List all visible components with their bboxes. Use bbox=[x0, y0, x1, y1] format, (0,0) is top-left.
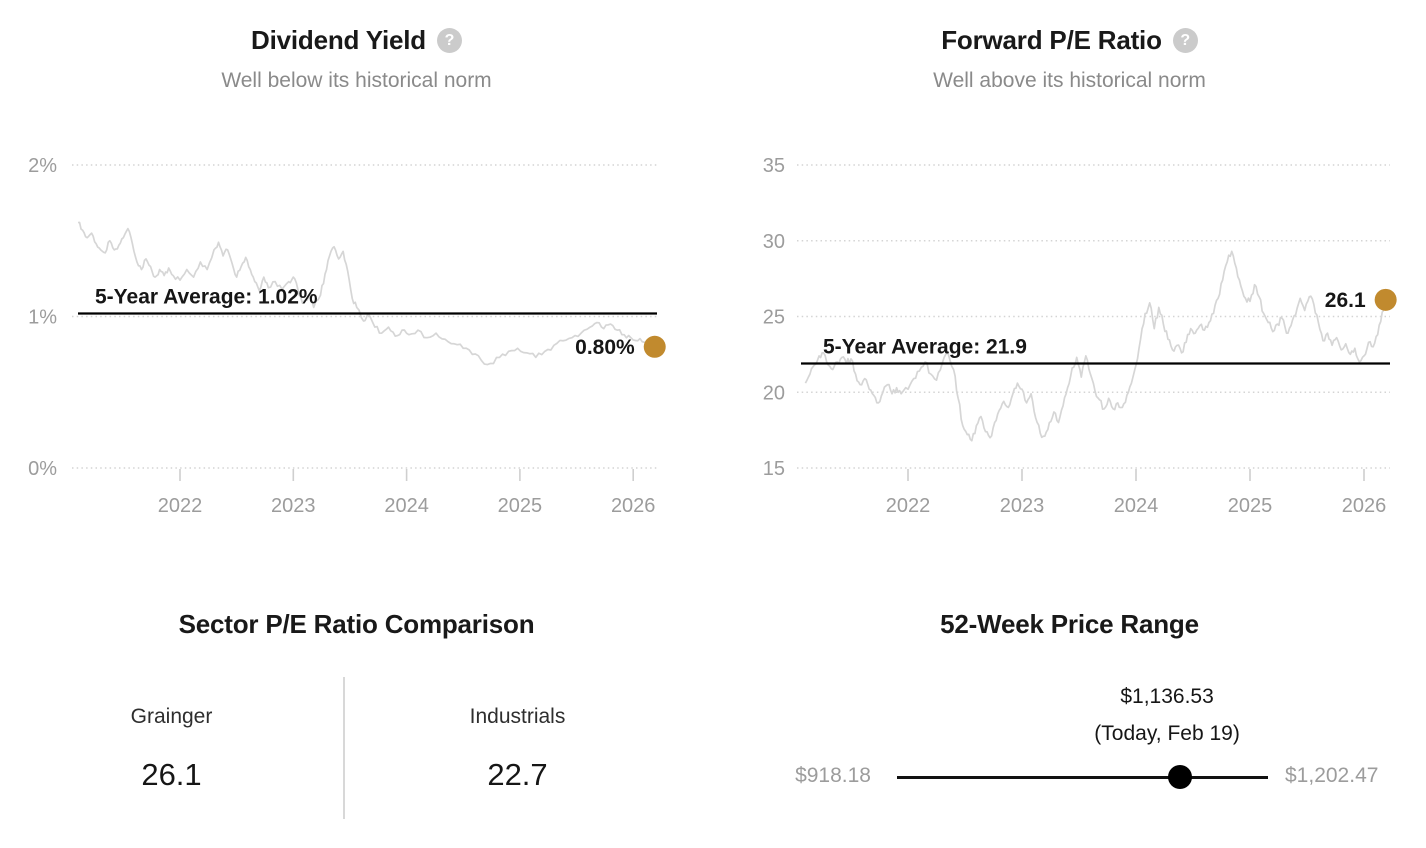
price-range-panel: 52-Week Price Range $1,136.53 (Today, Fe… bbox=[713, 565, 1426, 848]
y-axis-label: 2% bbox=[28, 155, 57, 177]
y-axis-label: 20 bbox=[763, 382, 785, 404]
x-axis-label: 2026 bbox=[611, 495, 656, 517]
dividend-yield-header: Dividend Yield ? bbox=[0, 25, 713, 56]
dividend-yield-chart[interactable]: 2% 1% 0% 2022 2023 2024 2025 2026 5-Year Average… bbox=[0, 130, 713, 550]
help-icon[interactable]: ? bbox=[1172, 28, 1198, 53]
x-axis-label: 2022 bbox=[158, 495, 203, 517]
current-price: $1,136.53 bbox=[1120, 685, 1214, 708]
dividend-yield-panel: Dividend Yield ? Well below its historic… bbox=[0, 0, 713, 565]
sector-pe-value: 22.7 bbox=[487, 757, 548, 792]
x-axis-label: 2025 bbox=[498, 495, 543, 517]
company-label: Grainger bbox=[130, 705, 213, 728]
dividend-yield-title: Dividend Yield bbox=[251, 25, 426, 55]
y-axis-label: 15 bbox=[763, 458, 785, 480]
average-label: 5-Year Average: 1.02% bbox=[95, 285, 318, 308]
current-price-dot bbox=[1168, 765, 1193, 789]
forward-pe-panel: Forward P/E Ratio ? Well above its histo… bbox=[713, 0, 1426, 565]
column-divider bbox=[343, 677, 345, 819]
average-label: 5-Year Average: 21.9 bbox=[823, 335, 1027, 358]
sector-pe-comparison-panel: Sector P/E Ratio Comparison Grainger 26.… bbox=[0, 565, 713, 848]
forward-pe-chart[interactable]: 35 30 25 20 15 2022 2023 2024 2025 2026 5-Year Ave… bbox=[713, 130, 1426, 550]
price-range-title: 52-Week Price Range bbox=[940, 609, 1199, 639]
dividend-yield-subtitle: Well below its historical norm bbox=[221, 69, 492, 92]
y-axis-label: 1% bbox=[28, 307, 57, 329]
range-low-label: $918.18 bbox=[795, 764, 871, 787]
x-axis-label: 2023 bbox=[1000, 495, 1045, 517]
range-high-label: $1,202.47 bbox=[1285, 764, 1379, 787]
series-line bbox=[804, 250, 1387, 442]
y-axis-label: 25 bbox=[763, 307, 785, 329]
forward-pe-header: Forward P/E Ratio ? bbox=[713, 25, 1426, 56]
current-value-label: 0.80% bbox=[575, 336, 635, 359]
sector-label: Industrials bbox=[469, 705, 566, 728]
current-value-label: 26.1 bbox=[1325, 289, 1366, 312]
sector-pe-comparison-title: Sector P/E Ratio Comparison bbox=[178, 609, 535, 639]
x-axis-label: 2025 bbox=[1228, 495, 1273, 517]
range-track bbox=[897, 776, 1268, 779]
current-value-marker bbox=[1374, 288, 1397, 311]
current-value-marker bbox=[643, 335, 666, 358]
current-price-note: (Today, Feb 19) bbox=[1094, 722, 1240, 745]
x-axis-label: 2022 bbox=[886, 495, 931, 517]
forward-pe-title: Forward P/E Ratio bbox=[941, 25, 1162, 55]
series-line bbox=[77, 221, 655, 366]
y-axis-label: 0% bbox=[28, 458, 57, 480]
help-icon[interactable]: ? bbox=[436, 28, 462, 53]
x-axis-label: 2023 bbox=[271, 495, 316, 517]
x-axis-label: 2024 bbox=[1114, 495, 1159, 517]
y-axis-label: 35 bbox=[763, 155, 785, 177]
x-axis-label: 2024 bbox=[384, 495, 429, 517]
current-price-block: $1,136.53 (Today, Feb 19) bbox=[1094, 678, 1240, 752]
y-axis-label: 30 bbox=[763, 231, 785, 253]
x-axis-label: 2026 bbox=[1342, 495, 1387, 517]
forward-pe-subtitle: Well above its historical norm bbox=[933, 69, 1206, 92]
company-pe-value: 26.1 bbox=[141, 757, 202, 792]
